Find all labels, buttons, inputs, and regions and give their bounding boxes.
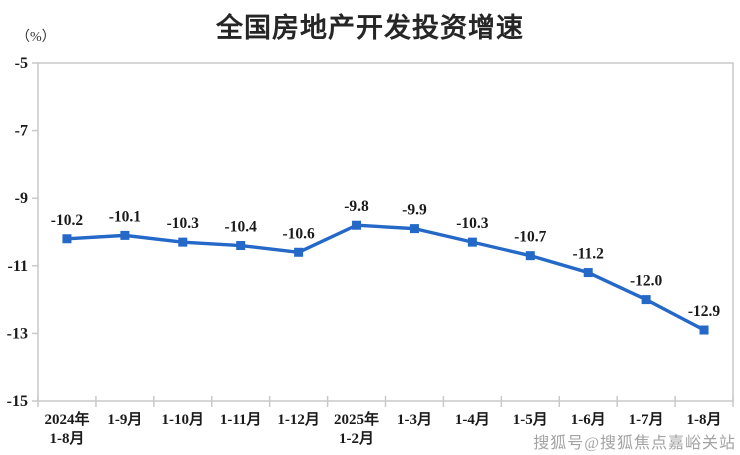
- data-point-marker: [525, 251, 535, 261]
- y-axis-tick-label: -11: [8, 258, 28, 275]
- x-axis-category-label: 1-9月: [107, 411, 142, 428]
- y-axis-tick-label: -5: [15, 55, 28, 72]
- y-axis-tick-label: -13: [7, 325, 28, 342]
- data-point-label: -12.0: [630, 273, 663, 290]
- data-point-label: -12.9: [688, 303, 721, 320]
- data-point-label: -10.3: [456, 215, 489, 232]
- x-axis-category-label: 1-8月: [49, 430, 84, 447]
- x-axis-category-label: 1-4月: [455, 411, 490, 428]
- data-point-marker: [352, 220, 362, 230]
- data-point-label: -10.1: [109, 208, 141, 225]
- data-point-label: -9.8: [344, 198, 369, 215]
- data-point-label: -10.3: [167, 215, 200, 232]
- data-point-label: -11.2: [572, 246, 604, 263]
- y-axis-tick-label: -15: [7, 393, 28, 410]
- data-point-marker: [178, 237, 188, 247]
- trend-line: [65, 223, 706, 332]
- data-point-label: -9.9: [402, 202, 427, 219]
- y-axis-unit-label: （%）: [16, 30, 56, 45]
- plot-border: [37, 62, 734, 402]
- x-axis-category-label: 1-10月: [162, 411, 205, 428]
- x-axis-category-label: 1-8月: [687, 411, 722, 428]
- data-point-marker: [62, 234, 72, 244]
- data-point-label: -10.4: [225, 219, 258, 236]
- x-axis-category-label: 2025年: [334, 410, 379, 428]
- data-point-label: -10.7: [514, 229, 547, 246]
- watermark-text: 搜狐号@搜狐焦点嘉峪关站: [533, 435, 736, 452]
- data-point-marker: [467, 237, 477, 247]
- x-axis-category-label: 2024年: [44, 410, 89, 428]
- x-axis-category-label: 1-7月: [629, 411, 664, 428]
- data-point-label: -10.6: [282, 225, 315, 242]
- chart-title: 全国房地产开发投资增速: [216, 13, 524, 43]
- data-point-marker: [120, 230, 130, 240]
- data-point-marker: [583, 268, 593, 278]
- x-axis-category-label: 1-3月: [397, 411, 432, 428]
- data-point-marker: [294, 247, 304, 257]
- x-axis-category-label: 1-12月: [277, 411, 320, 428]
- x-axis-category-label: 1-11月: [220, 411, 262, 428]
- y-axis-tick-label: -9: [15, 190, 28, 207]
- x-axis-category-label: 1-2月: [339, 430, 374, 447]
- y-axis-tick-label: -7: [15, 123, 28, 140]
- data-point-label: -10.2: [51, 212, 84, 229]
- data-point-marker: [641, 295, 651, 305]
- data-point-marker: [236, 241, 246, 251]
- x-axis-category-label: 1-5月: [513, 411, 548, 428]
- data-point-marker: [409, 224, 419, 234]
- data-point-marker: [699, 325, 709, 335]
- x-axis-category-label: 1-6月: [571, 411, 606, 428]
